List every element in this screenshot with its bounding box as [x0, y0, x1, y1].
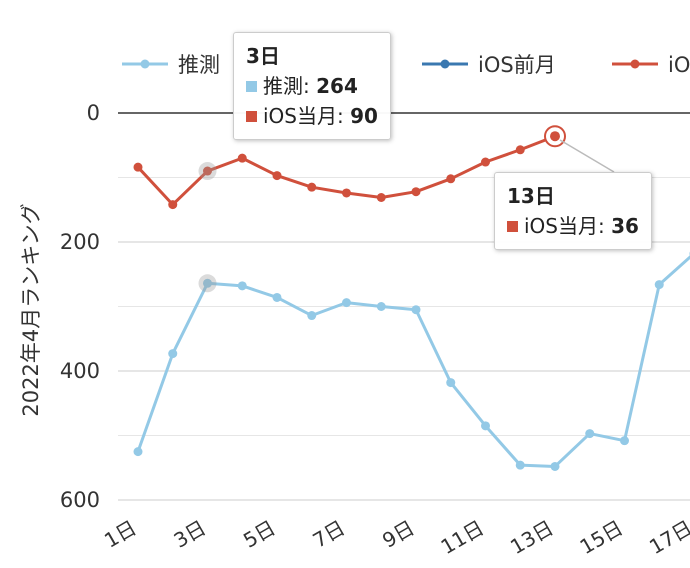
data-point[interactable] — [168, 349, 178, 359]
data-point[interactable] — [133, 162, 143, 172]
tooltip-pointer — [559, 139, 615, 173]
tooltip-title: 13日 — [507, 184, 555, 208]
data-point[interactable] — [342, 188, 351, 198]
data-point[interactable] — [515, 145, 525, 155]
data-point[interactable] — [168, 200, 178, 210]
data-point[interactable] — [237, 153, 247, 163]
tooltip-row-label: iOS当月 — [524, 214, 598, 238]
tooltip-day-13: 13日 iOS当月: 36 — [494, 172, 652, 250]
legend-label[interactable]: iOS前月 — [478, 53, 556, 77]
x-tick-label: 11日 — [437, 516, 488, 560]
data-point[interactable] — [411, 305, 421, 315]
legend-swatch-dot — [140, 59, 150, 69]
tooltip-row-ios-current: iOS当月: 90 — [246, 101, 378, 131]
tooltip-day-3: 3日 推測: 264 iOS当月: 90 — [233, 32, 391, 140]
series-swatch-ios-current — [507, 221, 518, 232]
legend-swatch-dot — [630, 59, 640, 69]
data-point[interactable] — [272, 171, 282, 181]
data-point[interactable] — [203, 278, 212, 288]
data-point[interactable] — [272, 292, 282, 302]
series-swatch-estimate — [246, 81, 257, 92]
data-point[interactable] — [446, 378, 456, 388]
legend-swatch-dot — [440, 59, 450, 69]
legend-label[interactable]: 推測 — [178, 53, 220, 77]
tooltip-row-value: 36 — [611, 214, 639, 238]
data-point[interactable] — [654, 280, 664, 290]
data-point[interactable] — [515, 460, 525, 470]
data-point[interactable] — [481, 157, 490, 167]
y-tick-label: 400 — [60, 359, 100, 383]
data-point[interactable] — [550, 131, 560, 142]
series-lines — [133, 125, 690, 471]
grid-lines — [118, 112, 690, 501]
x-tick-label: 7日 — [309, 516, 349, 553]
data-point[interactable] — [585, 429, 595, 439]
y-axis-title: 2022年4月ランキング — [19, 203, 43, 416]
data-point[interactable] — [237, 281, 247, 291]
data-point[interactable] — [203, 166, 212, 176]
y-tick-label: 0 — [87, 101, 100, 125]
series-swatch-ios-current — [246, 111, 257, 122]
x-tick-label: 15日 — [576, 516, 627, 560]
data-point[interactable] — [133, 447, 143, 457]
tooltip-row-value: 264 — [316, 74, 358, 98]
x-tick-label: 3日 — [170, 516, 210, 553]
legend-label[interactable]: iO — [668, 53, 690, 77]
tooltip-title: 3日 — [246, 44, 280, 68]
y-tick-label: 200 — [60, 230, 100, 254]
tooltip-row-label: iOS当月 — [263, 104, 337, 128]
hover-halo — [198, 162, 217, 181]
data-point[interactable] — [376, 192, 386, 202]
x-tick-label: 5日 — [239, 516, 279, 553]
data-point[interactable] — [481, 421, 490, 431]
x-tick-label: 9日 — [378, 516, 418, 553]
hover-halo — [198, 274, 217, 293]
legend[interactable]: 推測 iOS前月 iO — [122, 53, 690, 77]
tooltip-row-label: 推測 — [263, 74, 303, 98]
tooltip-row-estimate: 推測: 264 — [246, 71, 378, 101]
data-point[interactable] — [550, 461, 560, 471]
data-point[interactable] — [446, 174, 456, 184]
data-point[interactable] — [307, 182, 317, 192]
y-tick-label: 600 — [60, 488, 100, 512]
tooltip-row-ios-current: iOS当月: 36 — [507, 211, 639, 241]
data-point[interactable] — [376, 302, 386, 311]
x-tick-label: 1日 — [100, 516, 140, 553]
data-point[interactable] — [411, 187, 421, 197]
tooltip-row-value: 90 — [350, 104, 378, 128]
x-tick-label: 13日 — [506, 516, 557, 560]
x-tick-label: 17日 — [645, 516, 690, 560]
data-point[interactable] — [342, 298, 351, 308]
data-point[interactable] — [307, 311, 317, 321]
series-line — [136, 255, 690, 468]
data-point[interactable] — [620, 436, 629, 446]
